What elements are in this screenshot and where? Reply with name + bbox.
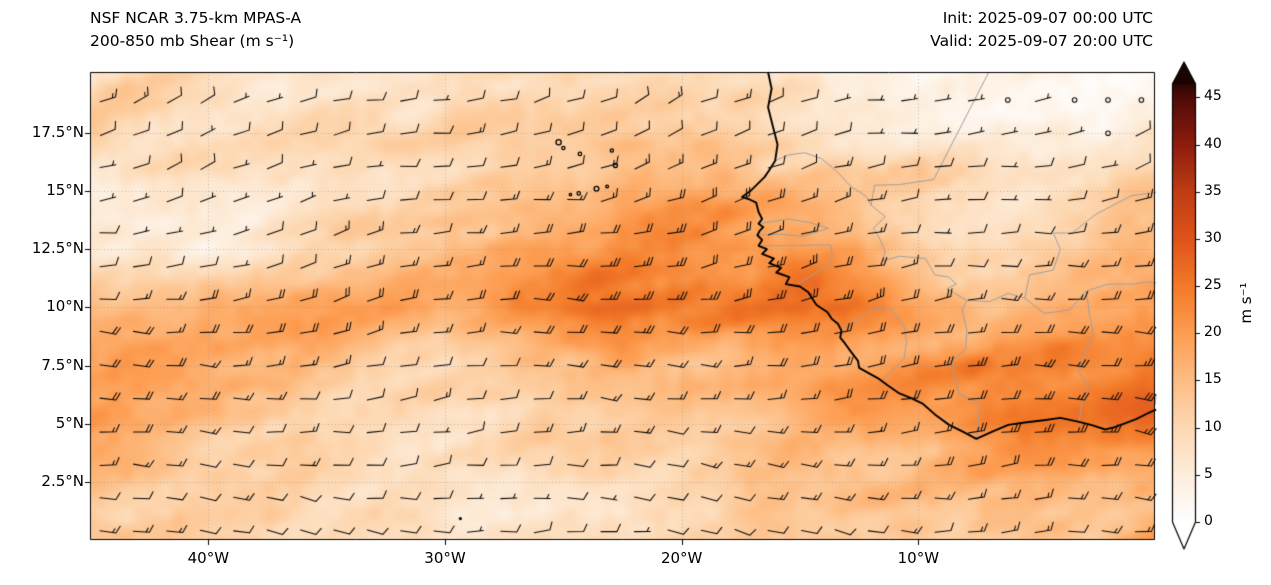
colorbar-tick-label: 0 [1204, 513, 1213, 529]
x-tick-label: 30°W [424, 549, 466, 567]
colorbar-tick-label: 30 [1204, 229, 1222, 246]
colorbar-tick-label: 15 [1204, 371, 1222, 388]
y-tick-label: 10°N [46, 297, 84, 316]
colorbar-tick-label: 20 [1204, 324, 1222, 341]
field-title: 200-850 mb Shear (m s⁻¹) [90, 32, 295, 50]
colorbar-tick-label: 45 [1204, 88, 1222, 105]
colorbar-tick-label: 40 [1204, 135, 1222, 152]
model-title: NSF NCAR 3.75-km MPAS-A [90, 9, 302, 27]
y-tick-label: 17.5°N [31, 122, 84, 141]
y-tick-label: 15°N [46, 181, 84, 200]
colorbar-unit-label: m s⁻¹ [1237, 282, 1255, 324]
x-tick-label: 10°W [897, 549, 940, 567]
y-tick-label: 12.5°N [31, 239, 84, 258]
y-tick-label: 5°N [55, 413, 84, 432]
y-tick-label: 7.5°N [41, 355, 84, 374]
colorbar-tick-label: 35 [1204, 182, 1222, 199]
init-time-label: Init: 2025-09-07 00:00 UTC [942, 9, 1153, 27]
colorbar-tick-label: 25 [1204, 277, 1222, 294]
y-tick-label: 2.5°N [41, 471, 84, 490]
x-tick-label: 20°W [660, 549, 703, 567]
colorbar-tick-label: 10 [1204, 418, 1222, 435]
x-tick-label: 40°W [187, 549, 230, 567]
colorbar-tick-label: 5 [1204, 465, 1213, 482]
valid-time-label: Valid: 2025-09-07 20:00 UTC [930, 32, 1153, 50]
